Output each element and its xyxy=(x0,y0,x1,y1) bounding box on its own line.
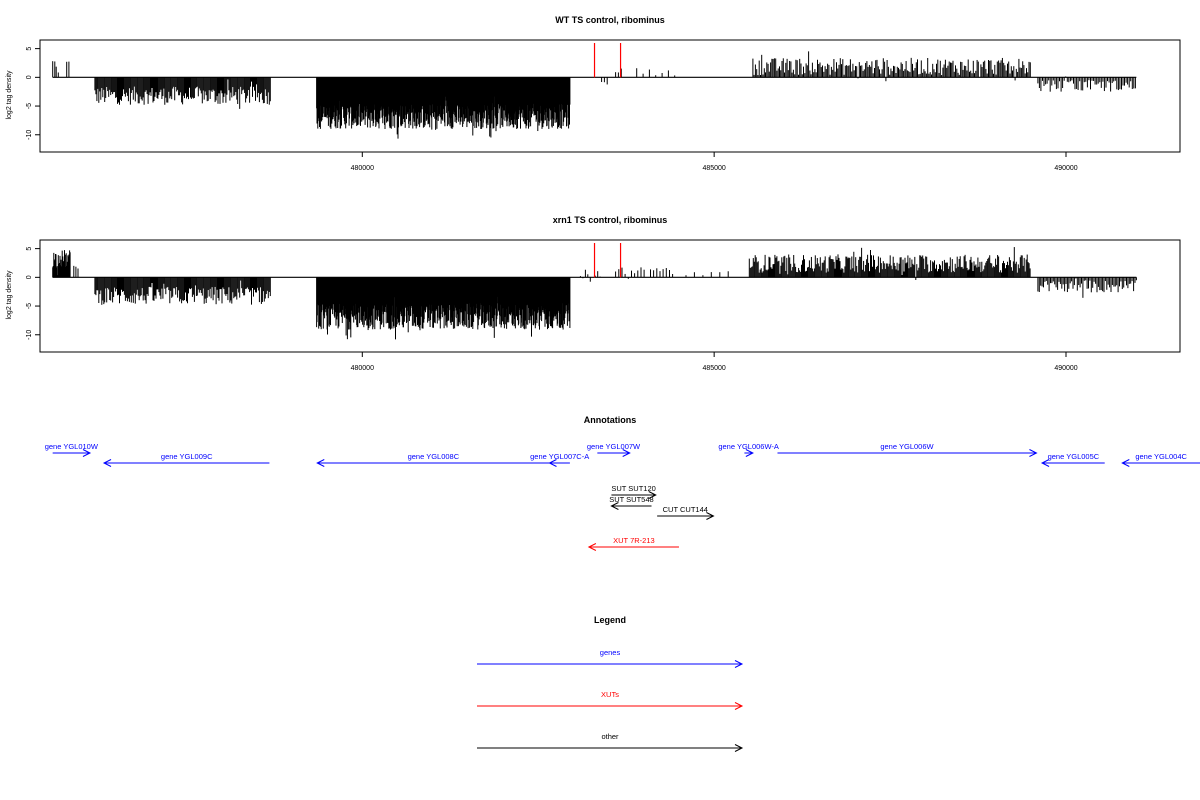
panel-title: xrn1 TS control, ribominus xyxy=(553,215,668,225)
axes: 5 0 -5 -10 480000 485000 490000 xyxy=(26,39,1181,172)
annotations-title: Annotations xyxy=(584,415,637,425)
y-axis-label: log2 tag density xyxy=(6,70,13,120)
feature-arrow-head xyxy=(1029,449,1038,457)
density-bars xyxy=(52,51,1137,139)
feature-label: gene YGL005C xyxy=(1048,452,1100,461)
feature-arrow-head xyxy=(548,459,557,467)
feature-arrow-head xyxy=(706,512,715,520)
annotation-feature: gene YGL007W xyxy=(587,442,641,457)
plot-frame xyxy=(39,39,1181,153)
x-tick-label: 480000 xyxy=(351,365,374,372)
legend-label: XUTs xyxy=(601,690,619,699)
y-tick-label: 5 xyxy=(26,247,33,251)
y-tick-label: 0 xyxy=(26,75,33,79)
annotation-feature: gene YGL009C xyxy=(102,452,270,467)
feature-label: gene YGL006W-A xyxy=(718,442,779,451)
feature-arrow-head xyxy=(316,459,325,467)
y-tick-label: 0 xyxy=(26,275,33,279)
annotation-feature: SUT SUT120 xyxy=(611,484,657,499)
y-axis-label: log2 tag density xyxy=(6,270,13,320)
feature-arrow-head xyxy=(610,502,619,510)
annotation-features: gene YGL010W gene YGL009C gene YGL008C gene… xyxy=(45,442,1200,551)
legend-label: other xyxy=(601,732,619,741)
feature-label: gene YGL006W xyxy=(880,442,934,451)
legend-items: genes XUTs other xyxy=(477,648,744,752)
feature-label: CUT CUT144 xyxy=(663,505,708,514)
feature-arrow-head xyxy=(1121,459,1130,467)
y-tick-label: 5 xyxy=(26,47,33,51)
legend-arrow-head xyxy=(734,744,744,752)
feature-label: gene YGL008C xyxy=(408,452,460,461)
feature-arrow-head xyxy=(102,459,112,467)
annotation-feature: gene YGL010W xyxy=(45,442,99,457)
annotation-feature: gene YGL008C xyxy=(316,452,550,467)
x-tick-label: 490000 xyxy=(1054,165,1077,172)
xrn1-density-panel: xrn1 TS control, ribominus log2 tag dens… xyxy=(6,215,1181,372)
panel-title: WT TS control, ribominus xyxy=(555,15,665,25)
legend-item: XUTs xyxy=(477,690,744,710)
feature-arrow-head xyxy=(1040,459,1050,467)
y-tick-label: -5 xyxy=(26,303,33,309)
axes: 5 0 -5 -10 480000 485000 490000 xyxy=(26,239,1181,372)
x-tick-label: 485000 xyxy=(702,165,725,172)
x-tick-label: 490000 xyxy=(1054,365,1077,372)
feature-arrow-head xyxy=(648,491,657,499)
feature-arrow-head xyxy=(82,449,92,457)
legend: Legend genes XUTs other xyxy=(477,615,744,752)
x-tick-label: 485000 xyxy=(702,365,725,372)
legend-title: Legend xyxy=(594,615,626,625)
feature-label: SUT SUT120 xyxy=(611,484,655,493)
annotation-feature: XUT 7R-213 xyxy=(587,536,679,551)
y-tick-label: -5 xyxy=(26,103,33,109)
feature-arrow-head xyxy=(622,449,631,457)
plot-frame xyxy=(39,239,1181,353)
annotation-feature: CUT CUT144 xyxy=(657,505,715,520)
annotation-feature: gene YGL006W-A xyxy=(718,442,779,457)
red-markers xyxy=(593,43,622,78)
annotation-feature: gene YGL004C xyxy=(1121,452,1200,467)
legend-label: genes xyxy=(600,648,621,657)
y-tick-label: -10 xyxy=(26,130,33,140)
legend-item: genes xyxy=(477,648,744,668)
y-tick-label: -10 xyxy=(26,330,33,340)
feature-label: gene YGL004C xyxy=(1135,452,1187,461)
feature-label: SUT SUT548 xyxy=(609,495,653,504)
wt-density-panel: WT TS control, ribominus log2 tag densit… xyxy=(6,15,1181,172)
annotation-feature: gene YGL006W xyxy=(777,442,1038,457)
annotation-feature: gene YGL005C xyxy=(1040,452,1105,467)
legend-arrow-head xyxy=(734,660,744,668)
feature-label: gene YGL007W xyxy=(587,442,641,451)
feature-label: gene YGL010W xyxy=(45,442,99,451)
density-bars xyxy=(52,247,1137,340)
legend-arrow-head xyxy=(734,702,744,710)
annotation-feature: SUT SUT548 xyxy=(609,495,654,510)
feature-label: XUT 7R-213 xyxy=(613,536,655,545)
feature-label: gene YGL007C-A xyxy=(530,452,589,461)
x-tick-label: 480000 xyxy=(351,165,374,172)
feature-arrow-head xyxy=(745,449,754,457)
feature-label: gene YGL009C xyxy=(161,452,213,461)
legend-item: other xyxy=(477,732,744,752)
red-markers xyxy=(593,243,622,278)
feature-arrow-head xyxy=(587,543,597,551)
annotation-feature: gene YGL007C-A xyxy=(530,452,589,467)
